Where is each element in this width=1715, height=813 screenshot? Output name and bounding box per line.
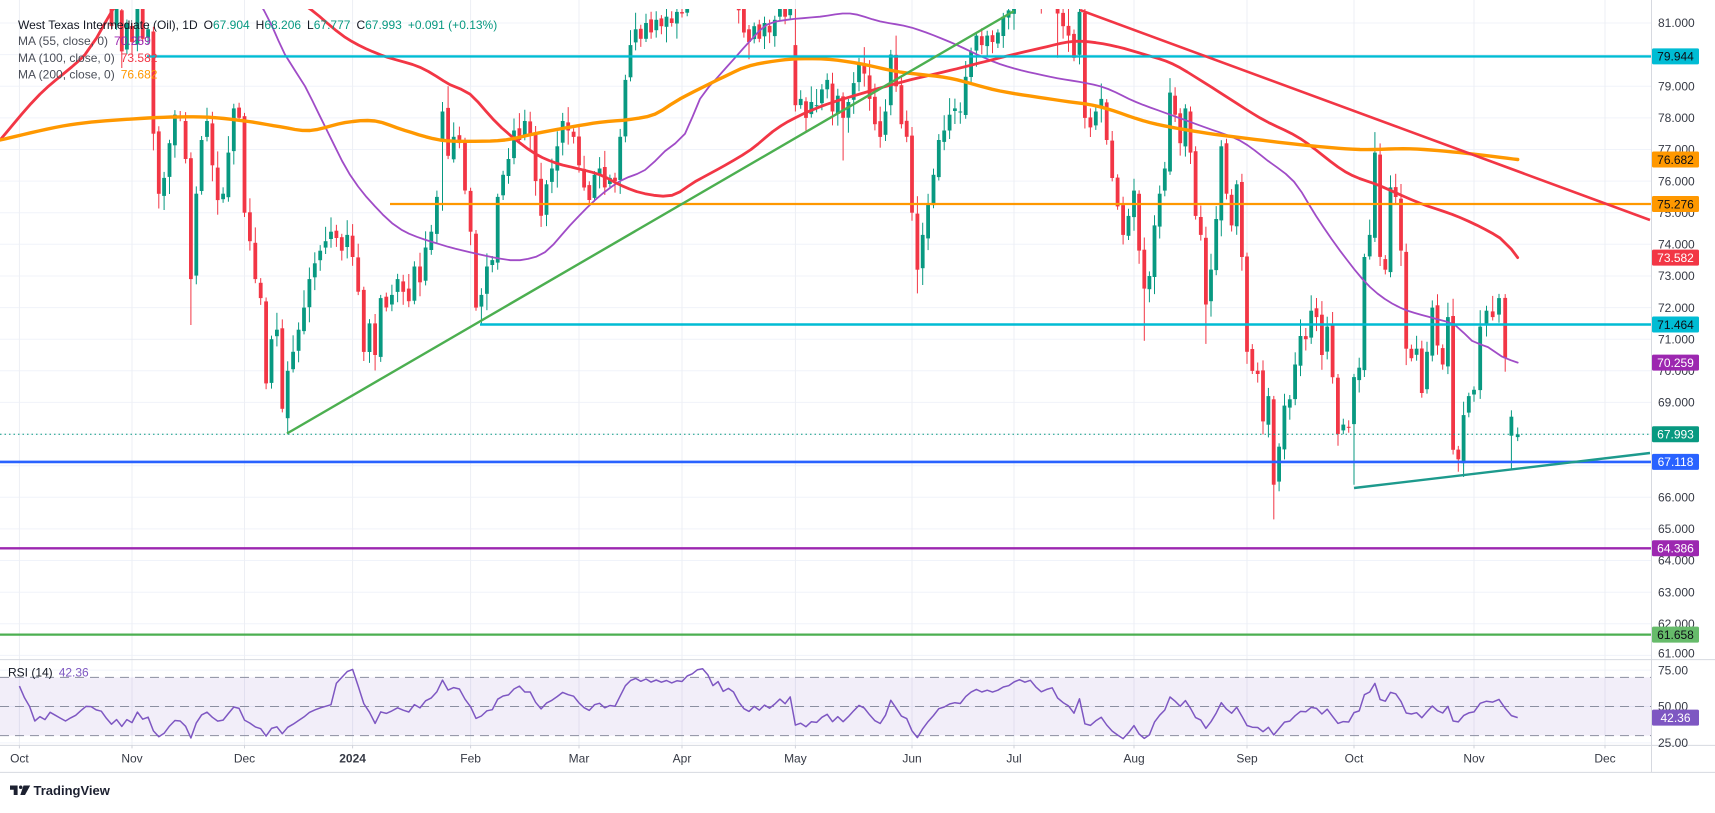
svg-text:64.386: 64.386 (1657, 542, 1694, 556)
svg-text:75.00: 75.00 (1658, 663, 1688, 677)
svg-text:64.000: 64.000 (1658, 554, 1695, 568)
svg-text:Aug: Aug (1123, 752, 1144, 766)
svg-text:Jul: Jul (1006, 752, 1021, 766)
svg-text:Apr: Apr (673, 752, 692, 766)
svg-text:73.582: 73.582 (1657, 251, 1694, 265)
svg-text:May: May (784, 752, 807, 766)
svg-text:71.000: 71.000 (1658, 332, 1695, 346)
svg-text:Oct: Oct (10, 752, 29, 766)
svg-text:61.658: 61.658 (1657, 628, 1694, 642)
svg-text:Dec: Dec (1594, 752, 1615, 766)
svg-text:61.000: 61.000 (1658, 646, 1695, 660)
svg-text:71.464: 71.464 (1657, 318, 1694, 332)
svg-text:42.36: 42.36 (1660, 711, 1690, 725)
svg-text:66.000: 66.000 (1658, 491, 1695, 505)
svg-text:79.944: 79.944 (1657, 50, 1694, 64)
svg-text:76.000: 76.000 (1658, 174, 1695, 188)
svg-text:70.259: 70.259 (1657, 356, 1694, 370)
svg-text:67.118: 67.118 (1658, 455, 1694, 469)
svg-text:TradingView: TradingView (34, 783, 111, 798)
svg-text:Oct: Oct (1345, 752, 1364, 766)
svg-text:79.000: 79.000 (1658, 79, 1695, 93)
svg-text:73.000: 73.000 (1658, 269, 1695, 283)
svg-text:West Texas Intermediate (Oil),: West Texas Intermediate (Oil), 1D O67.90… (18, 18, 497, 32)
svg-text:MA (200, close, 0) 76.682: MA (200, close, 0) 76.682 (18, 68, 158, 82)
svg-text:Jun: Jun (902, 752, 921, 766)
svg-text:Feb: Feb (460, 752, 481, 766)
svg-text:63.000: 63.000 (1658, 585, 1695, 599)
svg-text:Mar: Mar (569, 752, 590, 766)
svg-text:Dec: Dec (234, 752, 255, 766)
svg-text:25.00: 25.00 (1658, 736, 1688, 750)
svg-text:67.993: 67.993 (1657, 428, 1694, 442)
svg-text:Nov: Nov (121, 752, 142, 766)
svg-text:75.276: 75.276 (1657, 197, 1694, 211)
svg-text:81.000: 81.000 (1658, 16, 1695, 30)
svg-text:Sep: Sep (1236, 752, 1258, 766)
svg-text:Nov: Nov (1463, 752, 1484, 766)
svg-text:2024: 2024 (339, 752, 366, 766)
svg-text:MA (100, close, 0) 73.582: MA (100, close, 0) 73.582 (18, 51, 158, 65)
svg-text:69.000: 69.000 (1658, 396, 1695, 410)
svg-text:76.682: 76.682 (1657, 153, 1694, 167)
svg-text:RSI (14) 42.36: RSI (14) 42.36 (8, 666, 89, 680)
svg-text:65.000: 65.000 (1658, 522, 1695, 536)
svg-text:74.000: 74.000 (1658, 238, 1695, 252)
svg-text:MA (55, close, 0) 70.259: MA (55, close, 0) 70.259 (18, 34, 151, 48)
svg-text:78.000: 78.000 (1658, 111, 1695, 125)
svg-text:72.000: 72.000 (1658, 301, 1695, 315)
